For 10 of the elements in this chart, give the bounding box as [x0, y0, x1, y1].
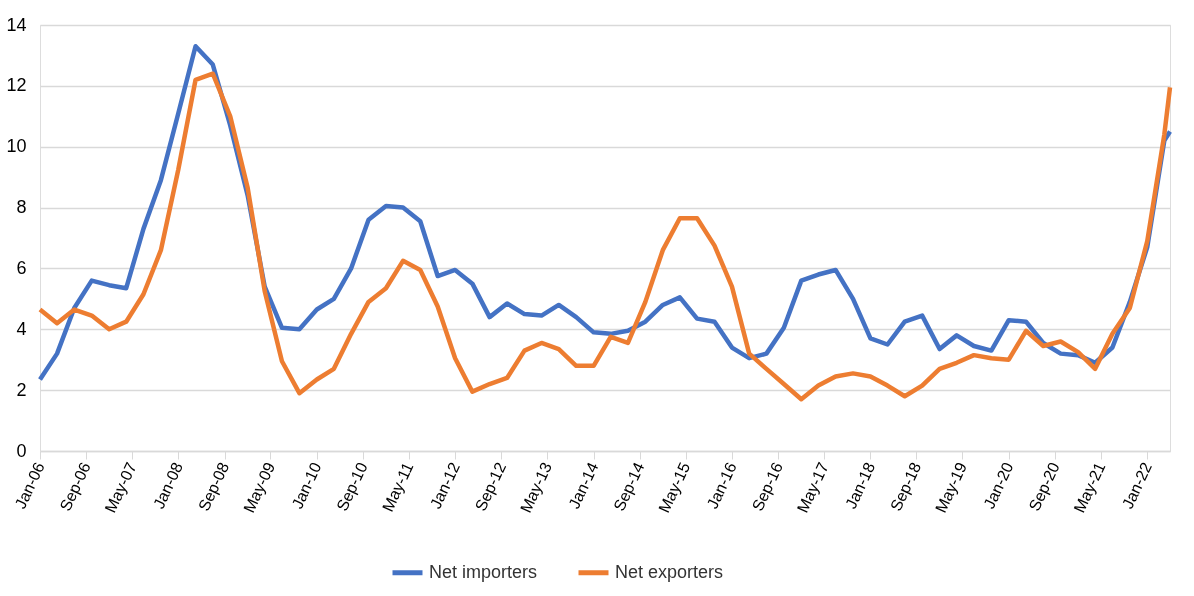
y-tick-label: 2 — [16, 379, 27, 400]
y-tick-label: 12 — [6, 75, 27, 96]
y-tick-label: 0 — [16, 440, 27, 461]
y-tick-label: 6 — [16, 257, 27, 278]
y-tick-label: 10 — [6, 136, 27, 157]
legend-label: Net exporters — [615, 561, 724, 582]
y-tick-label: 14 — [6, 14, 27, 35]
y-tick-label: 8 — [16, 197, 27, 218]
legend-label: Net importers — [429, 561, 538, 582]
y-tick-label: 4 — [16, 318, 27, 339]
